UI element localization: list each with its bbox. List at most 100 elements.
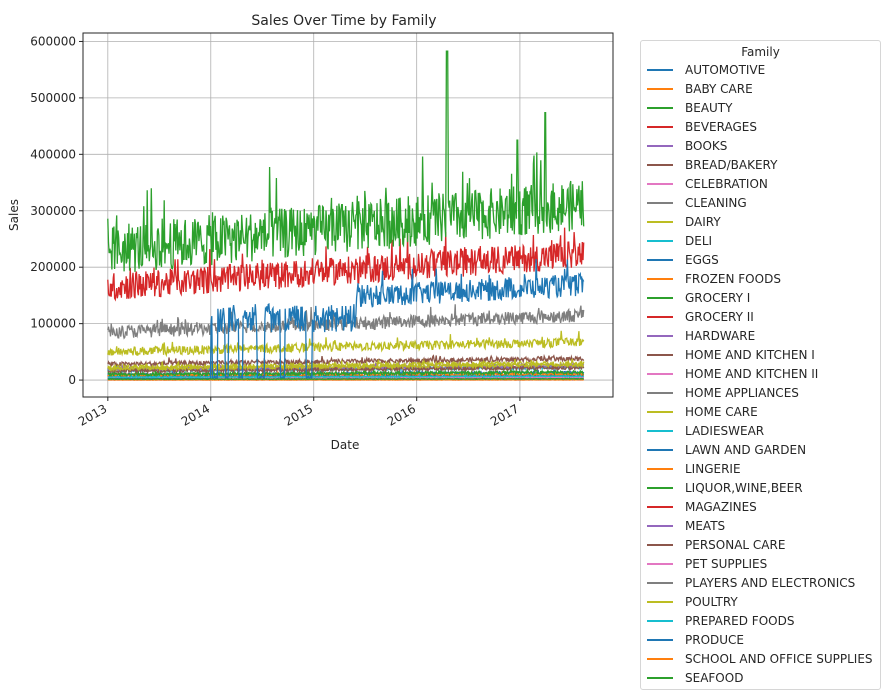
legend-swatch (647, 315, 673, 318)
legend-swatch (647, 619, 673, 622)
x-axis: 2013 2014 2015 2016 2017 (76, 397, 521, 429)
legend-label: PLAYERS AND ELECTRONICS (685, 575, 856, 590)
legend-item: MAGAZINES (641, 497, 880, 516)
legend-label: LIQUOR,WINE,BEER (685, 480, 803, 495)
legend-item: BEVERAGES (641, 117, 880, 136)
y-tick-label: 400000 (30, 147, 76, 161)
legend-swatch (647, 163, 673, 166)
legend-item: SCHOOL AND OFFICE SUPPLIES (641, 649, 880, 668)
legend-item: DELI (641, 231, 880, 250)
legend-item: DAIRY (641, 212, 880, 231)
legend-item: POULTRY (641, 592, 880, 611)
y-tick-label: 0 (68, 373, 76, 387)
y-tick-label: 600000 (30, 34, 76, 48)
series-line-prepared-foods (107, 374, 584, 379)
legend-item: LIQUOR,WINE,BEER (641, 478, 880, 497)
legend-swatch (647, 334, 673, 337)
legend-item: BOOKS (641, 136, 880, 155)
legend-swatch (647, 296, 673, 299)
legend-label: BABY CARE (685, 81, 753, 96)
legend-swatch (647, 182, 673, 185)
legend-swatch (647, 429, 673, 432)
legend-item: BEAUTY (641, 98, 880, 117)
legend-item: LINGERIE (641, 459, 880, 478)
legend-item: CELEBRATION (641, 174, 880, 193)
legend-item: HOME CARE (641, 402, 880, 421)
legend-swatch (647, 220, 673, 223)
x-tick-label: 2017 (488, 401, 521, 428)
legend-swatch (647, 600, 673, 603)
legend-swatch (647, 201, 673, 204)
legend-item: LADIESWEAR (641, 421, 880, 440)
legend-label: LADIESWEAR (685, 423, 765, 438)
legend-label: HOME AND KITCHEN I (685, 347, 815, 362)
legend-item: CLEANING (641, 193, 880, 212)
legend-label: PERSONAL CARE (685, 537, 786, 552)
legend-label: AUTOMOTIVE (685, 62, 766, 77)
legend-label: BREAD/BAKERY (685, 157, 778, 172)
plot-frame (82, 32, 614, 398)
legend-label: CELEBRATION (685, 176, 768, 191)
legend-items: AUTOMOTIVE BABY CARE BEAUTY BEVERAGES BOOKS B… (641, 60, 880, 687)
legend-swatch (647, 467, 673, 470)
legend-swatch (647, 125, 673, 128)
legend-item: SEAFOOD (641, 668, 880, 687)
legend-item: PRODUCE (641, 630, 880, 649)
legend-swatch (647, 239, 673, 242)
legend-item: FROZEN FOODS (641, 269, 880, 288)
legend-item: EGGS (641, 250, 880, 269)
legend-swatch (647, 372, 673, 375)
y-tick-label: 200000 (30, 260, 76, 274)
legend-label: EGGS (685, 252, 719, 267)
legend-label: MAGAZINES (685, 499, 757, 514)
legend-item: PERSONAL CARE (641, 535, 880, 554)
series-line-poultry (107, 360, 584, 373)
legend-label: LAWN AND GARDEN (685, 442, 807, 457)
legend-swatch (647, 486, 673, 489)
legend-swatch (647, 144, 673, 147)
x-tick-label: 2016 (385, 401, 418, 428)
y-axis: 0 100000 200000 300000 400000 500000 600000 (30, 34, 83, 387)
legend-swatch (647, 391, 673, 394)
legend-swatch (647, 87, 673, 90)
legend-title: Family (741, 45, 780, 59)
legend-item: GROCERY II (641, 307, 880, 326)
legend-label: MEATS (685, 518, 726, 533)
legend-swatch (647, 524, 673, 527)
legend-swatch (647, 562, 673, 565)
legend-item: HOME APPLIANCES (641, 383, 880, 402)
legend-swatch (647, 676, 673, 679)
legend-item: PLAYERS AND ELECTRONICS (641, 573, 880, 592)
legend-item: HOME AND KITCHEN II (641, 364, 880, 383)
legend-item: GROCERY I (641, 288, 880, 307)
legend-item: MEATS (641, 516, 880, 535)
y-tick-label: 500000 (30, 91, 76, 105)
legend-swatch (647, 543, 673, 546)
legend-label: BOOKS (685, 138, 728, 153)
legend-swatch (647, 277, 673, 280)
legend-label: SEAFOOD (685, 670, 744, 685)
legend-label: HOME AND KITCHEN II (685, 366, 819, 381)
legend-label: GROCERY I (685, 290, 751, 305)
chart-title: Sales Over Time by Family (251, 13, 436, 29)
series-line-beverages (107, 227, 585, 302)
legend-label: HARDWARE (685, 328, 756, 343)
legend-swatch (647, 353, 673, 356)
legend-item: LAWN AND GARDEN (641, 440, 880, 459)
legend-swatch (647, 106, 673, 109)
y-tick-label: 100000 (30, 317, 76, 331)
legend-label: HOME APPLIANCES (685, 385, 799, 400)
legend-swatch (647, 505, 673, 508)
sales-chart: Sales Over Time by Family 2013 2014 2015 20… (7, 13, 614, 452)
legend-item: HARDWARE (641, 326, 880, 345)
legend-item: AUTOMOTIVE (641, 60, 880, 79)
legend-label: PREPARED FOODS (685, 613, 795, 628)
series-lines (107, 50, 585, 381)
legend-swatch (647, 581, 673, 584)
legend-item: PET SUPPLIES (641, 554, 880, 573)
legend-item: BREAD/BAKERY (641, 155, 880, 174)
x-tick-label: 2013 (76, 401, 109, 428)
legend-swatch (647, 638, 673, 641)
series-line-dairy (107, 330, 585, 358)
legend-label: LINGERIE (685, 461, 741, 476)
